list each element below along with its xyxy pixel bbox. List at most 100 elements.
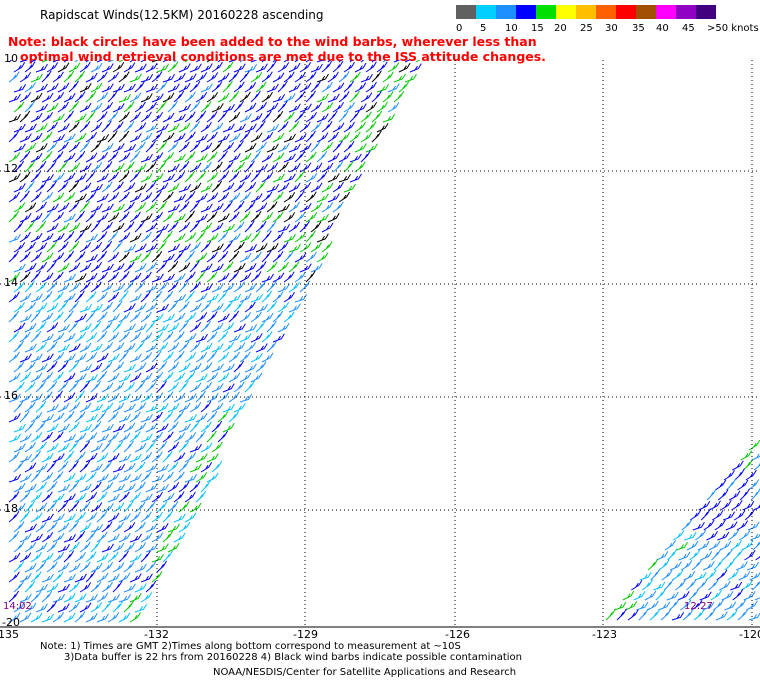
wind-barb xyxy=(74,573,87,583)
wind-barb xyxy=(68,460,79,473)
wind-barb xyxy=(96,613,109,623)
wind-barb xyxy=(79,61,91,73)
wind-barb xyxy=(79,424,93,433)
wind-barb xyxy=(277,322,290,333)
wind-barb xyxy=(63,293,76,303)
wind-barb xyxy=(134,302,147,313)
wind-barb xyxy=(24,523,37,533)
wind-barb xyxy=(46,322,59,333)
wind-barb xyxy=(85,310,96,323)
wind-barb xyxy=(96,491,108,503)
wind-barb xyxy=(283,233,296,243)
wind-barb xyxy=(19,612,32,623)
wind-barb xyxy=(173,233,186,243)
wind-barb xyxy=(79,102,92,113)
wind-barb xyxy=(13,400,24,413)
wind-barb xyxy=(250,60,258,63)
wind-barb xyxy=(96,370,108,383)
wind-barb xyxy=(68,62,81,73)
wind-barb xyxy=(310,101,323,113)
wind-barb xyxy=(30,450,41,463)
wind-barb xyxy=(338,71,350,83)
wind-barb xyxy=(85,253,98,263)
wind-barb xyxy=(266,201,278,213)
wind-barb xyxy=(107,90,118,103)
wind-barb xyxy=(145,440,156,453)
wind-barb xyxy=(162,351,174,363)
wind-barb xyxy=(35,321,47,333)
wind-barb xyxy=(167,482,180,493)
wind-barb xyxy=(206,453,219,463)
wind-barb xyxy=(704,609,716,621)
wind-barb xyxy=(63,133,76,143)
wind-barb xyxy=(46,83,59,93)
wind-barb xyxy=(129,92,142,103)
wind-barb xyxy=(189,502,202,513)
wind-barb xyxy=(8,351,20,363)
wind-barb xyxy=(162,273,175,283)
wind-barb xyxy=(52,252,65,263)
wind-barb xyxy=(118,453,132,463)
wind-barb xyxy=(140,493,153,503)
wind-barb xyxy=(162,290,174,303)
wind-barb xyxy=(272,211,284,223)
wind-barb xyxy=(255,180,266,193)
wind-barb xyxy=(79,303,93,313)
wind-barb xyxy=(74,432,87,443)
wind-barb xyxy=(266,162,279,173)
wind-barb xyxy=(233,161,245,173)
wind-barb xyxy=(129,394,143,403)
color-scale-tick: >50 knots xyxy=(707,23,759,34)
wind-barb xyxy=(68,563,81,573)
wind-barb xyxy=(332,140,343,153)
wind-barb xyxy=(217,92,230,103)
wind-barb xyxy=(647,558,659,571)
wind-barb xyxy=(145,523,158,533)
wind-barb xyxy=(90,261,103,273)
wind-barb xyxy=(167,100,178,113)
wind-barb xyxy=(695,529,707,541)
wind-barb xyxy=(178,63,191,73)
wind-barb xyxy=(288,261,300,273)
wind-barb xyxy=(189,481,201,493)
wind-barb xyxy=(112,440,124,453)
wind-barb xyxy=(244,142,257,153)
wind-barb xyxy=(123,483,136,493)
wind-barb xyxy=(261,312,274,323)
wind-barb xyxy=(217,133,230,143)
wind-barb xyxy=(709,500,721,511)
wind-barb xyxy=(250,311,262,323)
wind-barb xyxy=(140,532,153,543)
wind-barb xyxy=(57,583,70,593)
wind-barb xyxy=(24,580,36,593)
wind-barb xyxy=(85,551,97,563)
wind-barb xyxy=(277,121,289,133)
wind-barb xyxy=(118,251,130,263)
wind-barb xyxy=(134,583,147,593)
wind-barb xyxy=(57,361,69,373)
wind-barb xyxy=(24,420,36,433)
wind-barb xyxy=(145,222,158,233)
wind-barb xyxy=(283,291,295,303)
wind-barb xyxy=(13,503,26,513)
wind-barb xyxy=(750,488,760,501)
wind-barb xyxy=(173,372,186,383)
wind-barb xyxy=(261,152,274,163)
wind-barb xyxy=(266,280,277,293)
wind-barb xyxy=(200,121,212,133)
wind-barb xyxy=(349,60,353,63)
wind-barb xyxy=(321,121,333,133)
wind-barb xyxy=(57,483,71,493)
wind-barb xyxy=(30,270,41,283)
wind-barb xyxy=(228,233,241,243)
wind-barb xyxy=(650,568,661,581)
wind-barb xyxy=(642,579,653,591)
wind-barb xyxy=(266,83,279,93)
wind-barb xyxy=(79,364,93,373)
wind-barb xyxy=(200,161,212,173)
wind-barb xyxy=(107,192,120,203)
wind-barb xyxy=(731,499,743,511)
wind-barb xyxy=(244,380,255,393)
wind-barb xyxy=(725,521,738,531)
wind-barb xyxy=(751,580,760,591)
